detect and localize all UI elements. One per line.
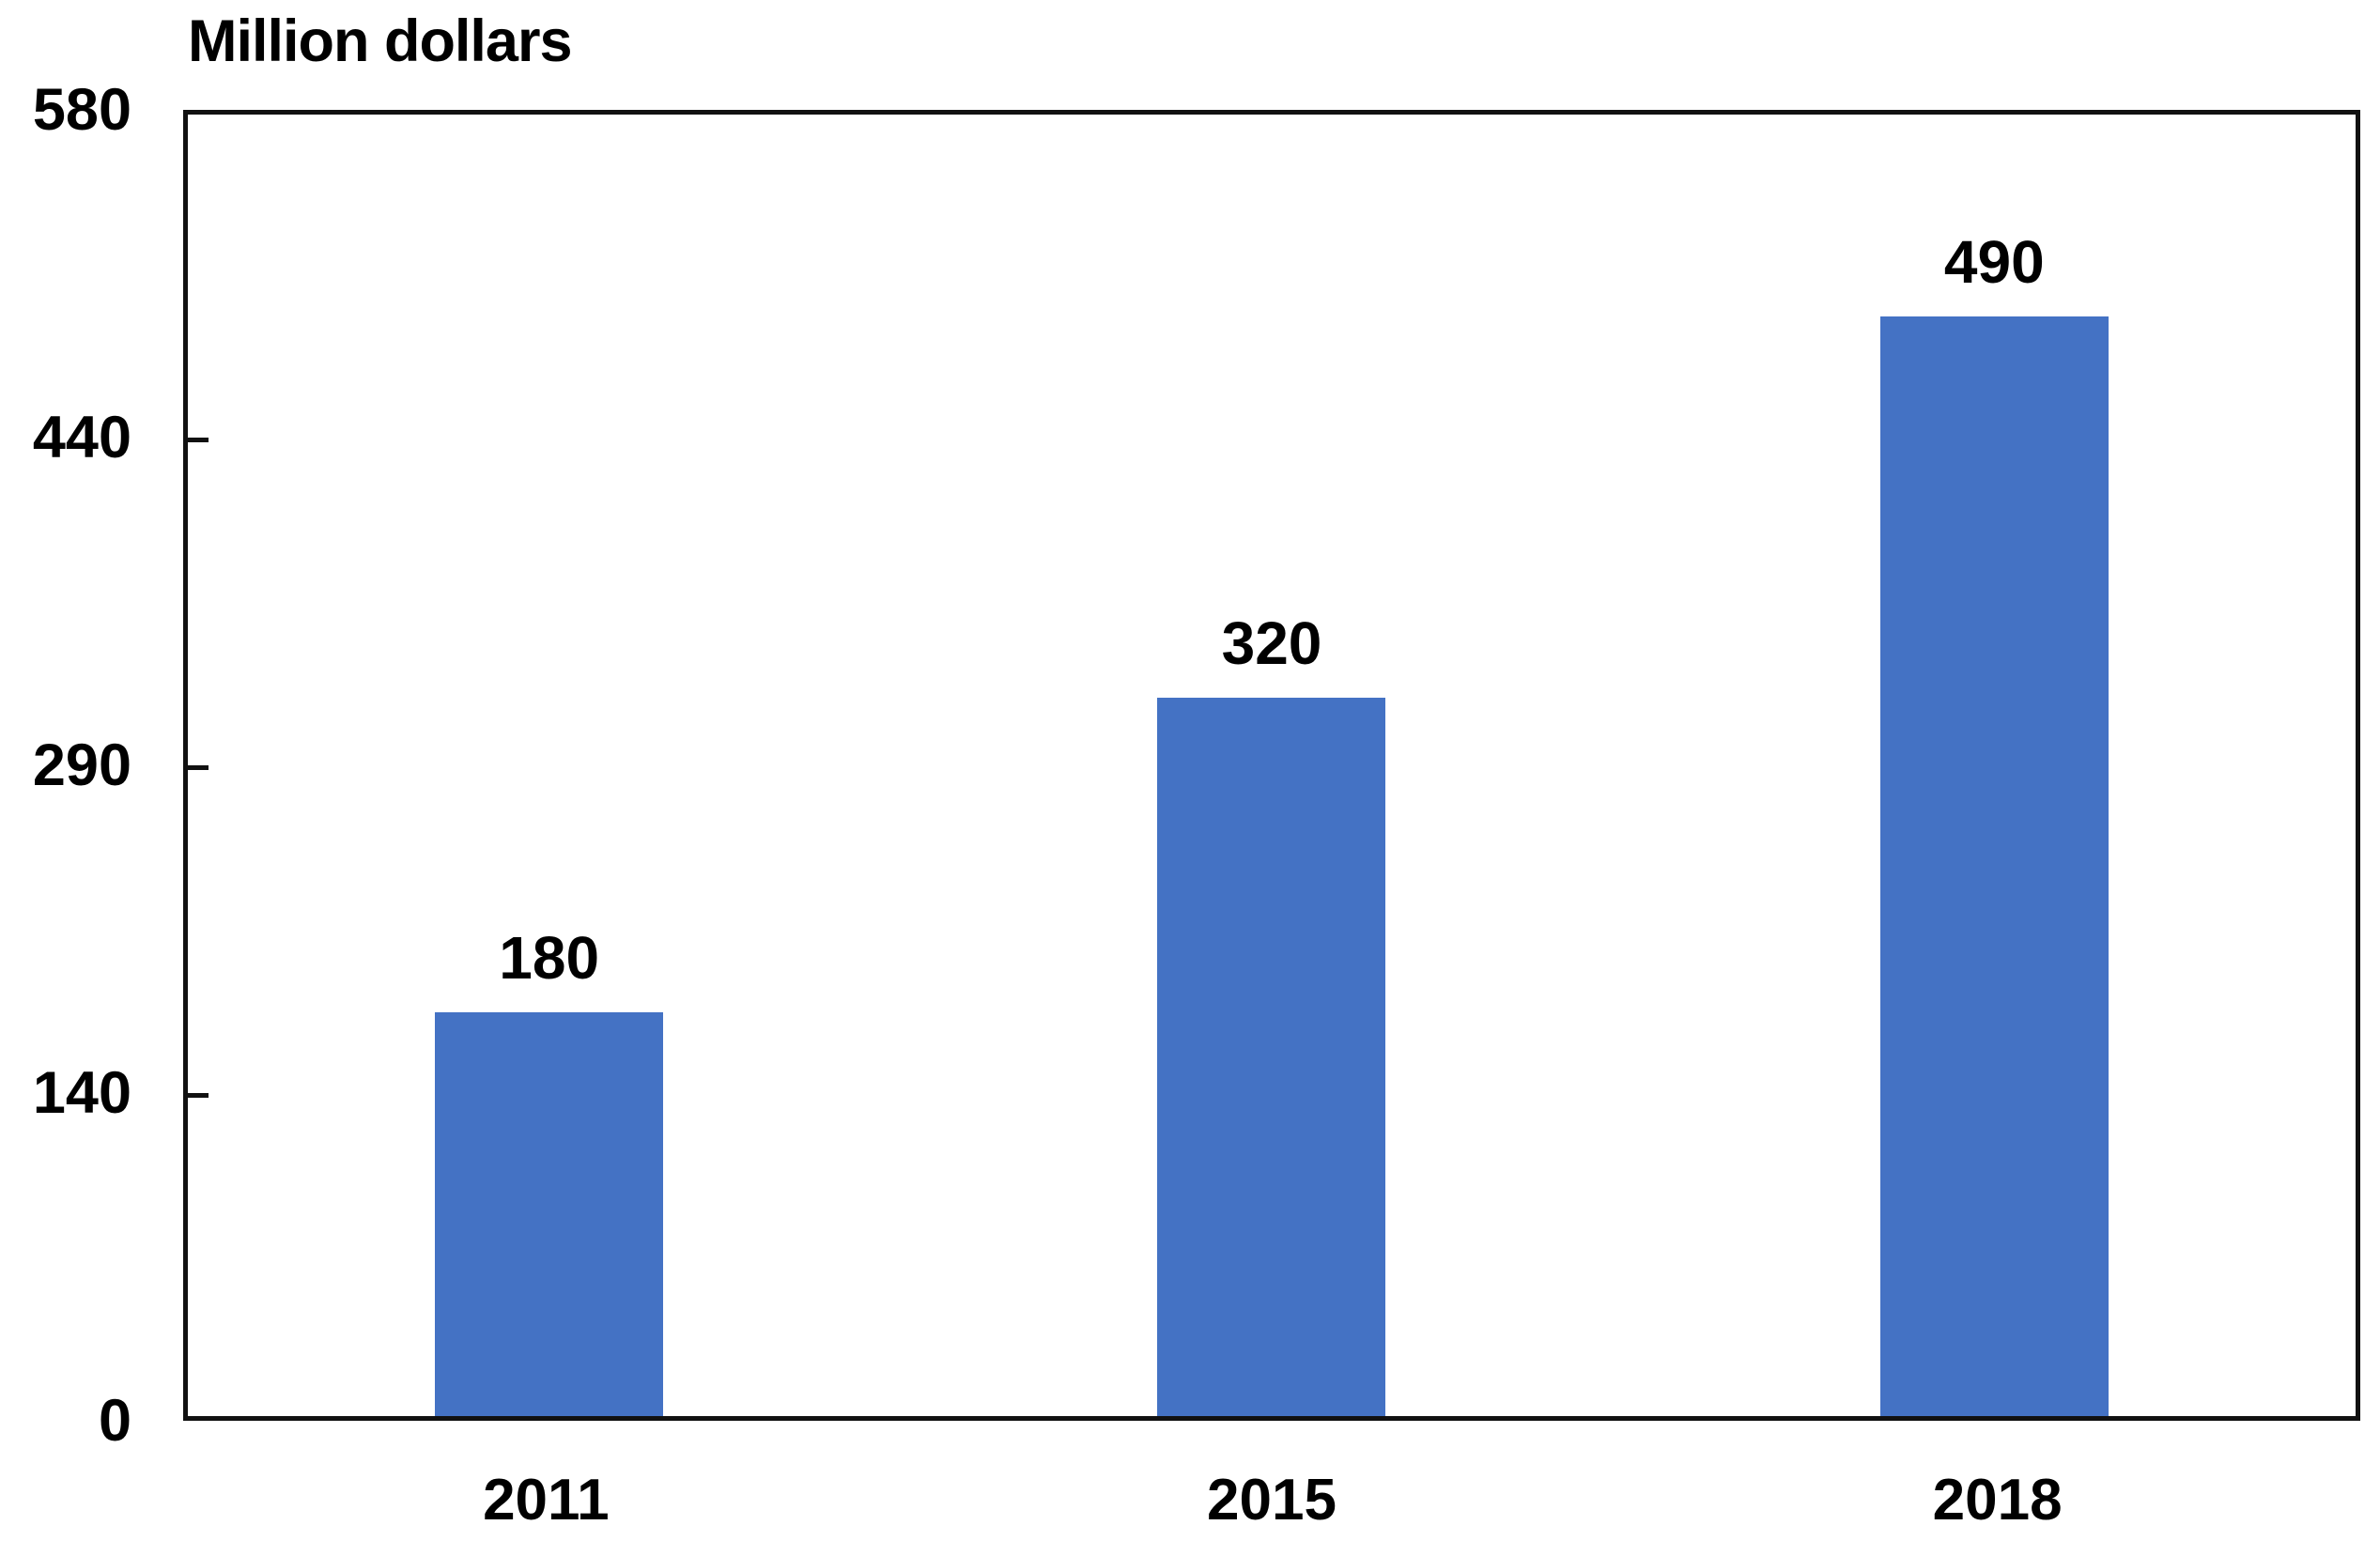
bar-group: 490: [1633, 115, 2356, 1416]
bar-group: 320: [910, 115, 1632, 1416]
x-axis-label: 2015: [1207, 1468, 1337, 1533]
y-axis-tick-label: 140: [32, 1060, 131, 1126]
bar: [435, 1011, 664, 1416]
x-axis-label: 2011: [483, 1468, 610, 1533]
chart-title: Million dollars: [188, 8, 573, 74]
bar: [1157, 698, 1386, 1416]
y-axis-tick-mark: [188, 438, 209, 442]
y-axis-tick-mark: [188, 1093, 209, 1098]
x-axis-labels: 2011 2015 2018: [183, 1463, 2360, 1538]
bar-value-label: 180: [499, 923, 600, 992]
plot-area: 180 320 490: [183, 110, 2360, 1421]
y-axis-tick-label: 0: [98, 1388, 131, 1454]
bar-value-label: 320: [1221, 609, 1322, 678]
bar-value-label: 490: [1943, 228, 2045, 297]
bar-group: 180: [188, 115, 910, 1416]
y-axis-tick-mark: [188, 765, 209, 770]
bar: [1879, 316, 2109, 1416]
y-axis-tick-label: 580: [32, 77, 131, 143]
x-axis-label: 2018: [1932, 1468, 2063, 1533]
y-axis-tick-label: 290: [32, 732, 131, 798]
y-axis-tick-label: 440: [32, 405, 131, 470]
